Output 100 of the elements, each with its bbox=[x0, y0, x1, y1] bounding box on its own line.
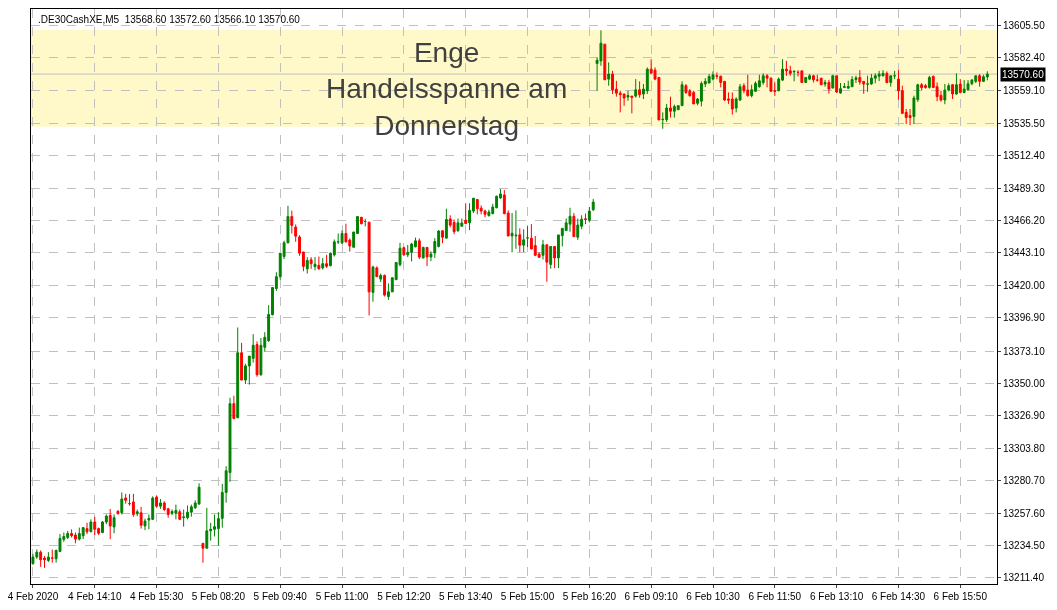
candlestick bbox=[707, 73, 711, 84]
candlestick bbox=[587, 206, 591, 223]
candlestick bbox=[46, 551, 50, 563]
candlestick bbox=[549, 245, 553, 270]
x-tick-label: 5 Feb 11:00 bbox=[315, 591, 369, 602]
candlestick bbox=[800, 70, 804, 83]
candlestick bbox=[236, 326, 240, 419]
candlestick bbox=[827, 79, 831, 95]
candlestick bbox=[982, 74, 985, 83]
candlestick bbox=[723, 80, 727, 102]
y-tick-label: 13559.10 bbox=[1003, 84, 1046, 96]
candlestick bbox=[325, 254, 329, 269]
candlestick bbox=[159, 498, 162, 510]
candlestick bbox=[927, 75, 931, 90]
candlestick bbox=[908, 108, 912, 126]
candlestick bbox=[630, 95, 634, 114]
candlestick bbox=[182, 509, 186, 528]
candlestick bbox=[784, 60, 788, 77]
y-tick-label: 13211.40 bbox=[1003, 572, 1045, 584]
candlestick bbox=[576, 218, 580, 241]
x-tick-label: 4 Feb 15:30 bbox=[129, 591, 184, 602]
x-tick-label: 5 Feb 13:40 bbox=[439, 591, 493, 602]
candlestick bbox=[89, 518, 93, 534]
candlestick bbox=[93, 516, 97, 536]
candlestick bbox=[626, 90, 630, 102]
candlestick bbox=[359, 216, 363, 225]
candlestick bbox=[452, 219, 456, 235]
x-tick-label: 4 Feb 14:10 bbox=[68, 591, 122, 602]
candlestick bbox=[379, 273, 383, 283]
candlestick bbox=[951, 83, 955, 100]
text: .DE30CashXE,M5 13568.60 13572.60 13566.10 13570.60 bbox=[38, 14, 301, 25]
candlestick bbox=[31, 553, 35, 566]
y-tick-label: 13582.40 bbox=[1003, 52, 1046, 64]
candlestick bbox=[116, 510, 120, 515]
x-tick-label: 5 Feb 16:20 bbox=[562, 591, 617, 602]
y-tick-label: 13326.90 bbox=[1003, 410, 1046, 422]
candlestick bbox=[112, 513, 116, 534]
candlestick bbox=[672, 104, 676, 119]
x-tick-label: 6 Feb 09:10 bbox=[624, 591, 679, 602]
candlestick bbox=[761, 72, 765, 86]
x-tick-label: 5 Feb 09:40 bbox=[253, 591, 308, 602]
candlestick bbox=[155, 495, 159, 509]
candlestick bbox=[240, 342, 244, 381]
candlestick bbox=[526, 225, 529, 248]
candlestick bbox=[634, 78, 638, 99]
candlestick bbox=[699, 80, 703, 107]
candlestick bbox=[189, 504, 193, 518]
candlestick bbox=[85, 522, 89, 535]
candlestick bbox=[321, 257, 325, 271]
candlestick bbox=[290, 210, 294, 235]
candlestick bbox=[854, 75, 858, 84]
candlestick bbox=[692, 90, 696, 105]
y-tick-label: 13605.50 bbox=[1003, 19, 1046, 31]
candlestick bbox=[143, 518, 147, 531]
candlestick bbox=[669, 96, 672, 119]
candlestick bbox=[255, 340, 259, 378]
candlestick bbox=[124, 493, 128, 505]
candlestick bbox=[773, 81, 777, 97]
candlestick bbox=[711, 70, 715, 82]
y-tick-label: 13466.20 bbox=[1003, 214, 1046, 226]
candlestick bbox=[39, 549, 43, 568]
candlestick bbox=[850, 75, 854, 88]
candlestick bbox=[680, 80, 684, 107]
y-tick-label: 13280.70 bbox=[1003, 475, 1046, 487]
candlestick bbox=[750, 84, 754, 98]
candlestick bbox=[943, 83, 947, 105]
candlestick bbox=[73, 532, 77, 544]
candlestick bbox=[456, 218, 460, 233]
candlestick bbox=[974, 75, 978, 84]
candlestick bbox=[522, 228, 526, 253]
y-tick-label: 13420.00 bbox=[1003, 279, 1046, 291]
candlestick bbox=[920, 82, 924, 91]
candlestick bbox=[417, 237, 421, 260]
annotation: Enge Handelsspanne am Donnerstag bbox=[326, 37, 568, 141]
x-tick-label: 6 Feb 11:50 bbox=[748, 591, 802, 602]
candlestick bbox=[839, 82, 842, 95]
candlestick bbox=[317, 256, 321, 271]
y-tick-label: 13489.30 bbox=[1003, 182, 1046, 194]
candlestick bbox=[842, 82, 846, 89]
candlestick bbox=[232, 395, 236, 420]
candlestick bbox=[201, 542, 205, 564]
candlestick bbox=[591, 198, 595, 212]
y-tick-label: 13303.80 bbox=[1003, 442, 1046, 454]
candlestick bbox=[518, 227, 522, 253]
candlestick bbox=[684, 83, 688, 95]
x-tick-label: 6 Feb 13:10 bbox=[809, 591, 864, 602]
y-tick-label: 13234.50 bbox=[1003, 539, 1046, 551]
candlestick bbox=[757, 74, 761, 89]
candlestick bbox=[808, 73, 812, 81]
candlestick bbox=[178, 509, 182, 521]
candlestick bbox=[464, 202, 468, 225]
candlestick bbox=[510, 212, 514, 253]
candlestick bbox=[846, 80, 850, 90]
candlestick bbox=[804, 76, 808, 83]
y-tick-label: 13512.40 bbox=[1003, 150, 1046, 162]
candlestick bbox=[468, 202, 472, 231]
candlestick bbox=[584, 213, 587, 225]
candlestick bbox=[885, 70, 889, 84]
candlestick bbox=[441, 230, 444, 244]
candlestick bbox=[421, 246, 425, 259]
